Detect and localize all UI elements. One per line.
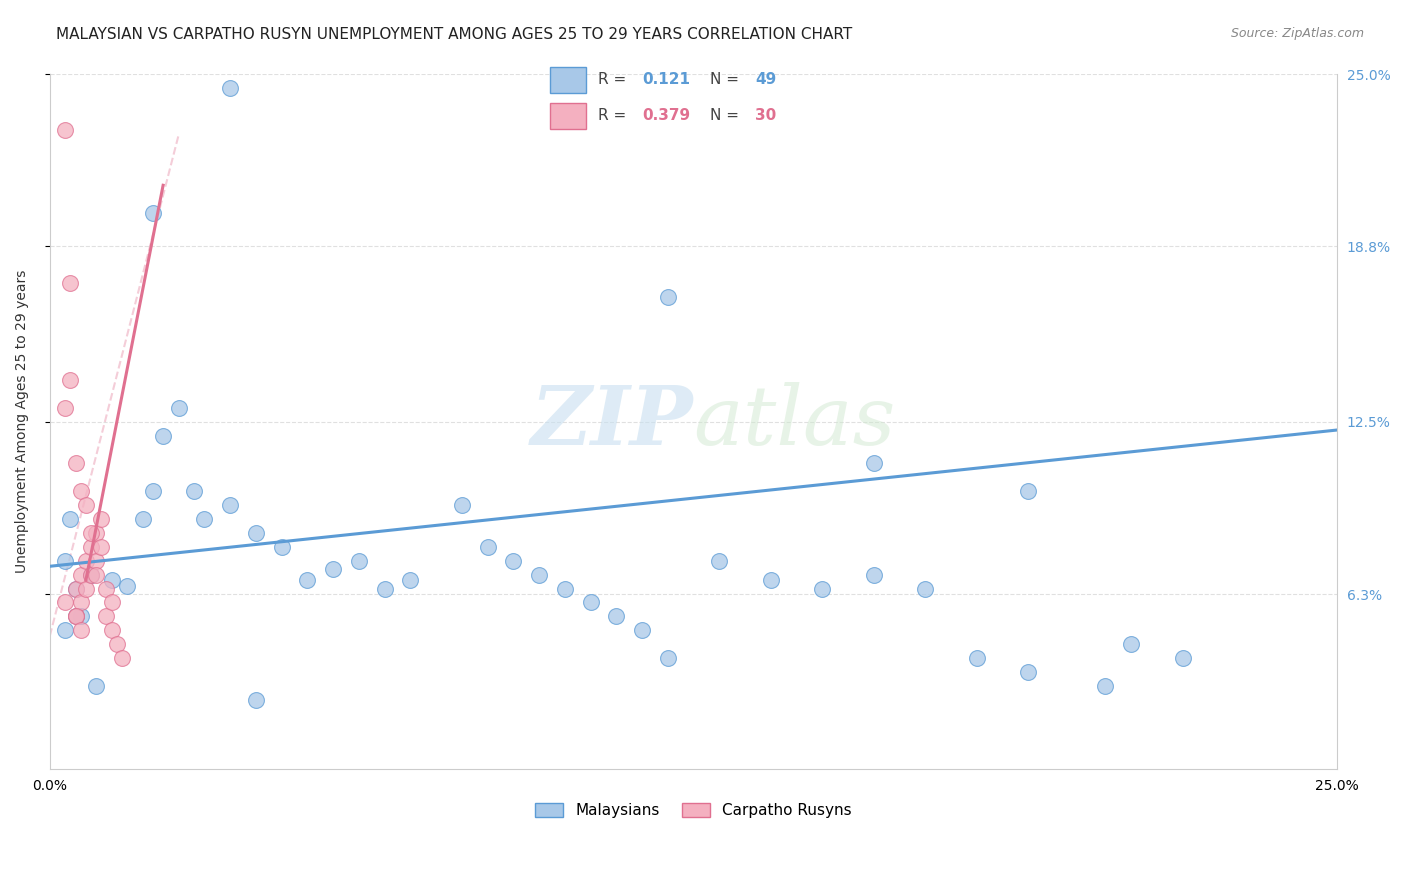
Point [80,525,103,540]
Text: 0.379: 0.379 [643,108,690,123]
Point [59,512,82,526]
Point [131,512,153,526]
Point [605,609,627,624]
Point [477,540,499,554]
Point [111,651,134,665]
Point [1017,665,1039,679]
Point [579,595,602,609]
Point [65,609,87,624]
Point [270,540,292,554]
Point [152,428,174,442]
Point [322,562,344,576]
Point [84,567,107,582]
Point [631,624,654,638]
Point [96,609,118,624]
Y-axis label: Unemployment Among Ages 25 to 29 years: Unemployment Among Ages 25 to 29 years [15,270,30,574]
Point [59,373,82,387]
Point [142,206,165,220]
Text: 49: 49 [755,72,776,87]
Text: MALAYSIAN VS CARPATHO RUSYN UNEMPLOYMENT AMONG AGES 25 TO 29 YEARS CORRELATION C: MALAYSIAN VS CARPATHO RUSYN UNEMPLOYMENT… [56,27,852,42]
Point [142,484,165,499]
Point [65,609,87,624]
Point [709,554,731,568]
Point [59,276,82,290]
Point [65,456,87,470]
Point [69,595,91,609]
Point [862,567,884,582]
Point [75,582,97,596]
Legend: Malaysians, Carpatho Rusyns: Malaysians, Carpatho Rusyns [529,797,858,824]
Point [84,679,107,693]
Point [193,512,215,526]
Point [80,567,103,582]
Point [80,540,103,554]
Point [65,582,87,596]
Point [811,582,834,596]
Point [1017,484,1039,499]
Point [75,498,97,512]
Point [1094,679,1116,693]
Point [53,595,76,609]
Point [100,595,122,609]
Text: atlas: atlas [693,382,896,462]
Point [53,122,76,136]
Point [69,624,91,638]
Point [759,573,782,587]
Point [862,456,884,470]
Text: N =: N = [710,72,740,87]
Point [53,401,76,415]
Text: Source: ZipAtlas.com: Source: ZipAtlas.com [1230,27,1364,40]
Point [183,484,205,499]
Point [53,624,76,638]
Point [69,567,91,582]
Text: R =: R = [598,108,626,123]
Point [502,554,524,568]
Text: ZIP: ZIP [531,382,693,462]
Point [84,554,107,568]
Point [527,567,550,582]
Point [80,567,103,582]
Point [90,512,112,526]
Point [657,651,679,665]
Point [373,582,395,596]
Point [65,582,87,596]
Point [245,525,267,540]
Point [105,637,128,651]
Point [90,540,112,554]
Point [245,693,267,707]
Point [53,554,76,568]
Point [167,401,190,415]
Point [554,582,576,596]
Point [914,582,936,596]
Point [96,582,118,596]
Point [347,554,370,568]
Point [657,289,679,303]
Point [69,609,91,624]
FancyBboxPatch shape [550,67,586,93]
FancyBboxPatch shape [550,103,586,128]
Point [100,573,122,587]
Point [297,573,319,587]
Text: 0.121: 0.121 [643,72,690,87]
Point [100,624,122,638]
Point [1121,637,1143,651]
Point [1171,651,1194,665]
Point [69,484,91,499]
Point [219,498,242,512]
Text: R =: R = [598,72,626,87]
Point [219,81,242,95]
Point [75,554,97,568]
Point [115,579,138,593]
Point [84,525,107,540]
Point [450,498,472,512]
Text: 30: 30 [755,108,776,123]
Point [399,573,422,587]
Point [65,609,87,624]
Text: N =: N = [710,108,740,123]
Point [966,651,988,665]
